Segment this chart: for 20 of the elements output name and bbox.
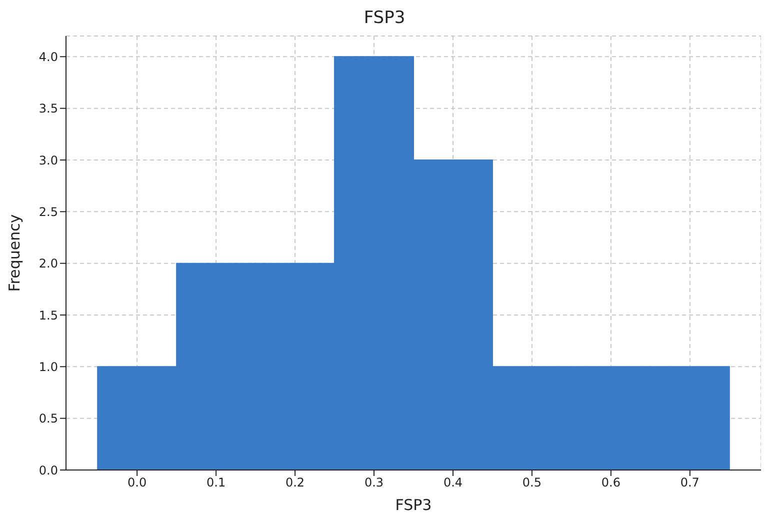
y-tick-label: 4.0 (38, 50, 58, 64)
y-tick-label: 3.5 (38, 102, 58, 116)
x-tick-label: 0.0 (128, 476, 147, 490)
y-tick-label: 1.5 (38, 308, 58, 322)
y-tick-label: 0.5 (38, 412, 58, 426)
x-tick-label: 0.7 (680, 476, 700, 490)
x-tick-label: 0.3 (364, 476, 384, 490)
x-tick-label: 0.6 (601, 476, 620, 490)
y-tick-label: 2.0 (38, 256, 58, 271)
chart-title: FSP3 (362, 8, 406, 30)
x-tick-label: 0.1 (206, 476, 226, 490)
y-tick-label: 1.0 (38, 360, 58, 374)
x-tick-label: 0.4 (443, 476, 463, 490)
y-tick-label: 3.0 (38, 153, 58, 168)
x-axis-title: FSP3 (395, 496, 432, 514)
y-tick-label: 0.0 (38, 463, 58, 478)
y-tick-label: 2.5 (38, 204, 58, 219)
x-tick-label: 0.5 (522, 476, 542, 490)
y-axis-title: Frequency (5, 214, 24, 292)
x-tick-label: 0.2 (285, 476, 305, 490)
